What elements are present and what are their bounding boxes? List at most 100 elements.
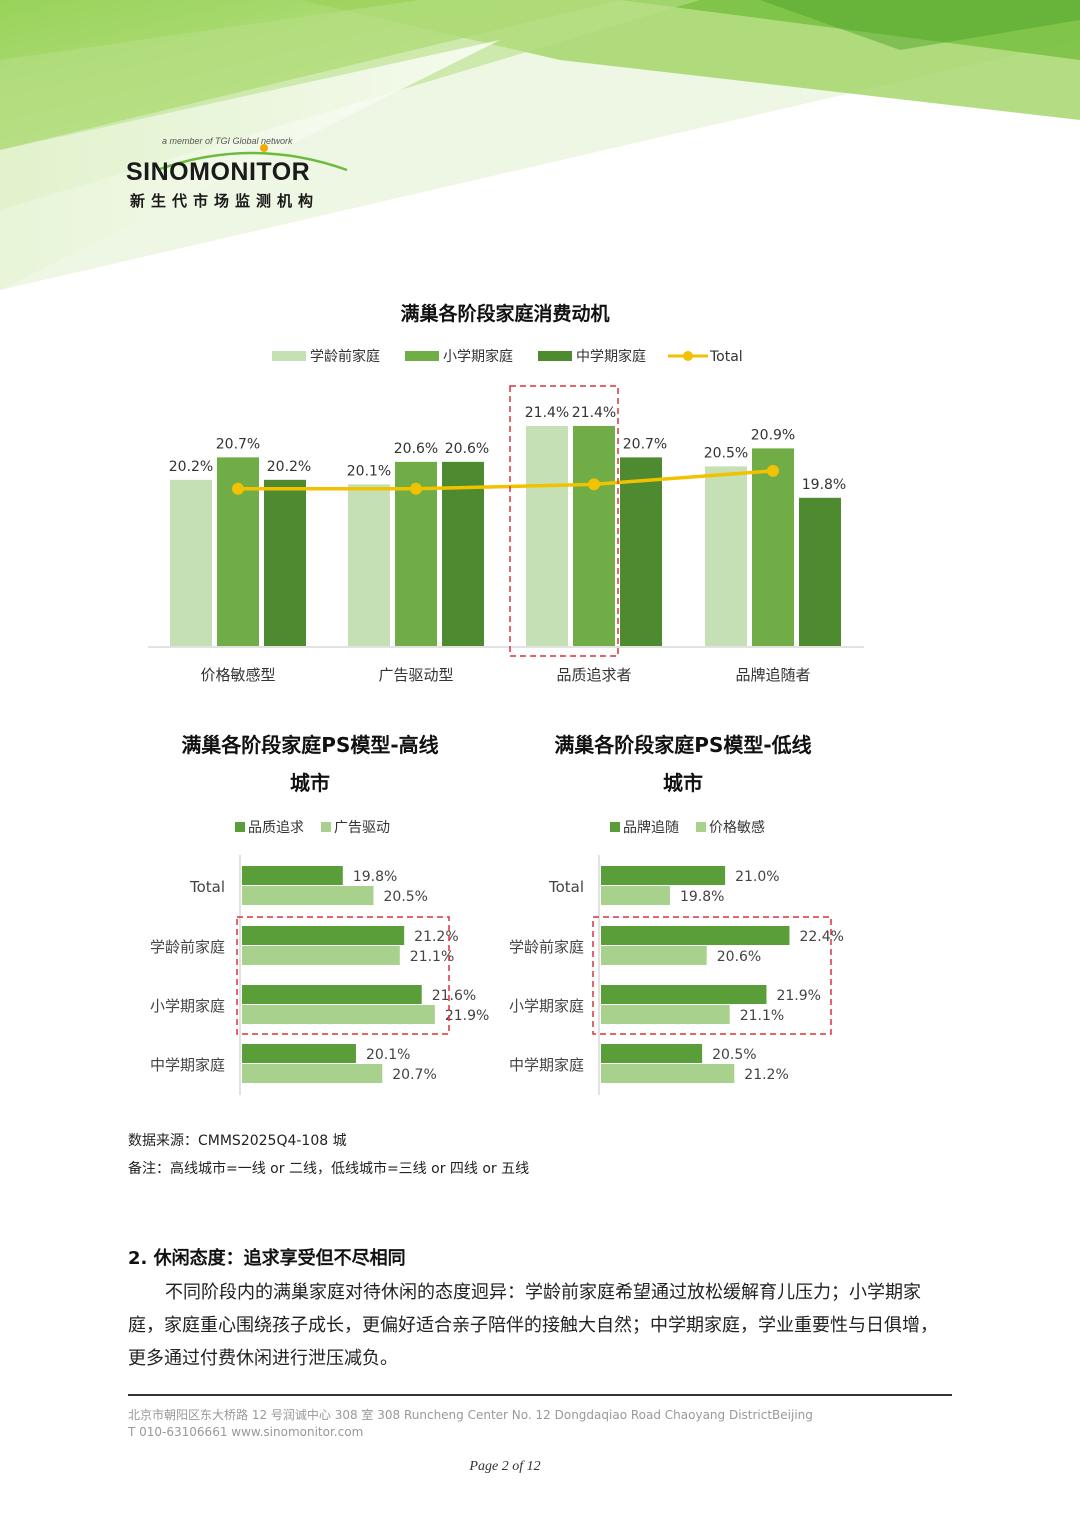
bar [242, 886, 374, 905]
bar-value-label: 20.2% [267, 459, 311, 475]
category-label: 学龄前家庭 [150, 938, 225, 956]
sinomonitor-logo: a member of TGI Global network SINOMONIT… [126, 128, 356, 218]
bar [242, 1044, 356, 1063]
bar-value-label: 20.6% [717, 949, 761, 965]
bar [242, 926, 405, 945]
legend-label: 价格敏感 [709, 819, 765, 836]
bar-value-label: 21.9% [445, 1008, 489, 1024]
highlight-box [509, 385, 619, 657]
total-line [238, 469, 774, 491]
bar-value-label: 20.5% [712, 1047, 756, 1063]
category-label: 品质追求者 [556, 666, 631, 684]
bar-value-label: 20.6% [445, 441, 489, 457]
bar-value-label: 20.5% [704, 445, 748, 461]
highlight-box [236, 916, 450, 1035]
bar [601, 1005, 730, 1024]
legend-swatch [272, 351, 306, 361]
bar-value-label: 19.8% [353, 869, 397, 885]
bar-value-label: 20.5% [384, 889, 428, 905]
legend-swatch [610, 822, 620, 832]
category-label: 中学期家庭 [509, 1056, 584, 1074]
bar-value-label: 21.1% [740, 1008, 784, 1024]
category-label: Total [548, 878, 584, 896]
logo-name: SINOMONITOR [126, 158, 311, 186]
category-label: 品牌追随者 [735, 666, 810, 684]
bar [601, 1064, 735, 1083]
page-number: Page 2 of 12 [469, 1459, 541, 1474]
bar-value-label: 21.4% [525, 405, 569, 421]
bar [242, 985, 422, 1004]
bar [170, 479, 212, 646]
total-point [767, 464, 779, 477]
bar-value-label: 20.6% [394, 441, 438, 457]
bar [752, 448, 794, 646]
bar-value-label: 21.1% [410, 949, 454, 965]
logo-arc-icon [156, 144, 348, 172]
bar [242, 866, 343, 885]
bar-value-label: 20.1% [347, 463, 391, 479]
bar [601, 946, 707, 965]
legend-label: Total [709, 349, 743, 365]
logo-subtitle: 新生代市场监测机构 [130, 192, 320, 210]
bar [705, 466, 747, 646]
bar-value-label: 20.2% [169, 459, 213, 475]
bar-value-label: 19.8% [680, 889, 724, 905]
bar-value-label: 21.2% [414, 929, 458, 945]
category-label: 小学期家庭 [150, 997, 225, 1015]
bar [526, 425, 568, 646]
bar [601, 866, 726, 885]
chart-title-line2: 城市 [290, 771, 330, 795]
bar-value-label: 20.7% [216, 436, 260, 452]
legend-swatch [696, 822, 706, 832]
bar [620, 457, 662, 646]
legend-label: 广告驱动 [334, 820, 390, 836]
bar [799, 497, 841, 646]
header-background [0, 0, 1080, 290]
total-point [410, 482, 422, 495]
bar [242, 1064, 383, 1083]
category-label: 广告驱动型 [378, 666, 453, 684]
chart-title: 满巢各阶段家庭PS模型-低线 [554, 733, 811, 757]
bar [601, 985, 767, 1004]
bar [601, 926, 790, 945]
legend-label: 中学期家庭 [576, 348, 646, 365]
legend-label: 品牌追随 [623, 819, 679, 836]
section-paragraph: 不同阶段内的满巢家庭对待休闲的态度迥异：学龄前家庭希望通过放松缓解育儿压力；小学… [128, 1282, 938, 1369]
chart1-title: 满巢各阶段家庭消费动机 [400, 302, 609, 325]
bar-value-label: 20.7% [623, 436, 667, 452]
bar-value-label: 21.0% [735, 869, 779, 885]
bar-value-label: 21.6% [432, 988, 476, 1004]
category-label: 价格敏感型 [200, 666, 275, 684]
total-point [232, 482, 244, 495]
bar-value-label: 19.8% [802, 477, 846, 493]
bar-value-label: 21.4% [572, 405, 616, 421]
category-label: 小学期家庭 [509, 997, 584, 1015]
logo-tagline: a member of TGI Global network [162, 136, 293, 146]
bar-value-label: 20.1% [366, 1047, 410, 1063]
legend-label: 小学期家庭 [443, 348, 513, 365]
bar-value-label: 21.2% [744, 1067, 788, 1083]
bar-value-label: 20.9% [751, 427, 795, 443]
total-point [588, 478, 600, 491]
bar [242, 1005, 435, 1024]
footer-address: 北京市朝阳区东大桥路 12 号润诚中心 308 室 308 Runcheng C… [128, 1408, 813, 1422]
legend-swatch [405, 351, 439, 361]
data-source: 数据来源：CMMS2025Q4-108 城 [128, 1133, 347, 1149]
bar [601, 1044, 703, 1063]
legend-swatch [538, 351, 572, 361]
highlight-box [592, 916, 832, 1035]
legend-swatch [321, 822, 331, 832]
chart-title: 满巢各阶段家庭PS模型-高线 [181, 733, 438, 757]
bar [573, 425, 615, 646]
category-label: 中学期家庭 [150, 1056, 225, 1074]
footer-contact: T 010-63106661 www.sinomonitor.com [128, 1425, 364, 1439]
category-label: 学龄前家庭 [509, 938, 584, 956]
bar [348, 484, 390, 646]
legend-swatch [235, 822, 245, 832]
chart-note: 备注：高线城市=一线 or 二线，低线城市=三线 or 四线 or 五线 [128, 1161, 530, 1177]
bar [601, 886, 670, 905]
chart-title-line2: 城市 [663, 771, 703, 795]
